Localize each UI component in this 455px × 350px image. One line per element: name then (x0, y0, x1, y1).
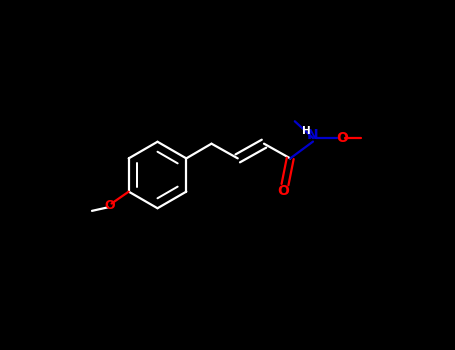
Text: H: H (302, 126, 311, 136)
Text: O: O (336, 131, 348, 145)
Text: N: N (307, 128, 319, 142)
Text: O: O (277, 184, 289, 198)
Text: O: O (104, 199, 115, 212)
